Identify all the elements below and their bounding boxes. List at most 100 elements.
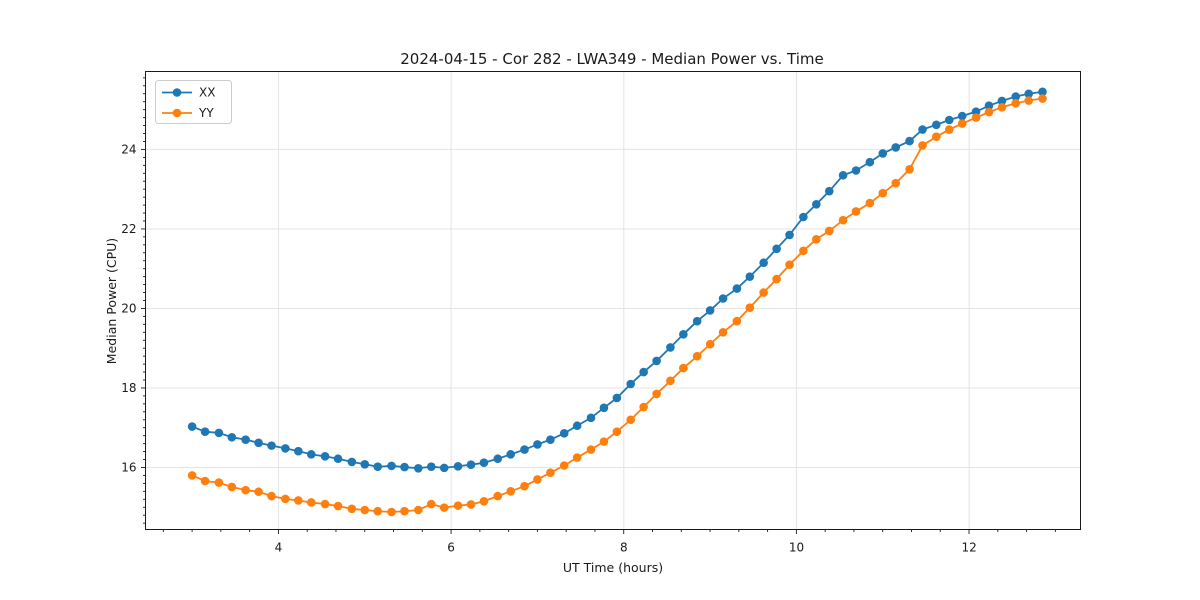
data-point — [520, 445, 529, 454]
gridlines — [145, 71, 1081, 530]
data-point — [241, 435, 250, 444]
series-line — [191, 90, 1043, 470]
data-point — [1024, 96, 1033, 105]
data-point — [626, 379, 635, 389]
data-point — [984, 101, 994, 110]
data-point — [320, 452, 330, 461]
axis-ticks — [141, 77, 1056, 534]
data-point — [546, 435, 555, 444]
data-point — [333, 454, 343, 464]
data-point — [639, 367, 648, 377]
data-point — [824, 226, 834, 236]
data-point — [466, 500, 476, 509]
series-xx — [187, 87, 1047, 473]
data-point — [905, 165, 914, 174]
data-point — [745, 303, 755, 312]
data-point — [506, 450, 515, 459]
data-point — [838, 170, 848, 180]
x-tick-label: 6 — [447, 541, 455, 555]
data-point — [493, 491, 503, 501]
data-point — [932, 132, 941, 142]
data-point — [612, 393, 622, 403]
data-point — [241, 485, 250, 495]
data-point — [294, 446, 303, 456]
data-point — [812, 234, 821, 244]
data-point — [865, 157, 875, 167]
data-point — [1038, 87, 1047, 97]
data-point — [812, 199, 821, 209]
data-point — [759, 258, 768, 268]
data-point — [479, 458, 489, 468]
data-point — [360, 459, 370, 469]
y-tick-label: 22 — [121, 222, 136, 236]
data-point — [1011, 92, 1021, 101]
data-point — [453, 461, 463, 471]
data-point — [891, 178, 901, 188]
data-point — [533, 475, 542, 484]
data-point — [572, 453, 582, 462]
data-point — [306, 450, 316, 459]
data-point — [718, 328, 728, 337]
data-point — [559, 428, 569, 438]
data-point — [759, 288, 768, 297]
data-point — [1038, 94, 1047, 103]
data-point — [254, 487, 263, 497]
data-point — [281, 444, 290, 453]
data-point — [439, 503, 449, 512]
data-point — [824, 186, 834, 196]
data-point — [572, 421, 582, 431]
data-point — [971, 107, 981, 116]
data-point — [971, 113, 981, 122]
x-tick-label: 10 — [789, 541, 804, 555]
data-point — [612, 427, 622, 436]
chart-title: 2024-04-15 - Cor 282 - LWA349 - Median P… — [400, 50, 824, 68]
data-point — [267, 491, 276, 501]
data-point — [373, 506, 383, 516]
plot-area: 4 6 8 10 12 16 18 20 22 24 — [121, 71, 1081, 555]
data-point — [679, 329, 688, 339]
data-point — [254, 438, 263, 448]
data-point — [599, 437, 609, 446]
data-point — [506, 487, 515, 496]
data-point — [387, 507, 396, 517]
data-point — [400, 506, 409, 516]
x-axis-label: UT Time (hours) — [563, 560, 663, 575]
data-point — [200, 476, 210, 486]
data-point — [957, 119, 967, 128]
data-point — [666, 376, 675, 386]
data-point — [479, 496, 489, 506]
data-point — [652, 356, 661, 366]
data-point — [214, 428, 224, 438]
data-point — [652, 389, 661, 399]
data-point — [227, 432, 237, 442]
data-point — [692, 351, 702, 361]
legend-label: XX — [199, 86, 215, 100]
data-point — [347, 504, 357, 514]
data-point — [439, 463, 449, 473]
data-point — [799, 212, 808, 222]
x-tick-label: 8 — [620, 541, 628, 555]
data-point — [851, 207, 861, 216]
data-point — [772, 274, 781, 284]
data-point — [905, 136, 914, 146]
data-point — [878, 188, 888, 198]
y-tick-label: 20 — [121, 301, 136, 315]
data-point — [785, 260, 794, 270]
data-point — [306, 498, 316, 507]
data-point — [851, 166, 861, 175]
data-point — [666, 343, 675, 352]
tick-labels: 4 6 8 10 12 16 18 20 22 24 — [121, 142, 977, 554]
x-tick-label: 4 — [275, 541, 283, 555]
data-point — [639, 402, 648, 412]
y-tick-label: 24 — [121, 142, 136, 156]
data-point — [426, 462, 436, 471]
data-point — [187, 471, 197, 480]
data-point — [294, 496, 303, 505]
series-line — [191, 97, 1043, 513]
data-point — [187, 422, 197, 431]
data-point — [1024, 89, 1033, 99]
data-point — [838, 215, 848, 225]
data-point — [533, 440, 542, 449]
data-point — [997, 96, 1007, 106]
